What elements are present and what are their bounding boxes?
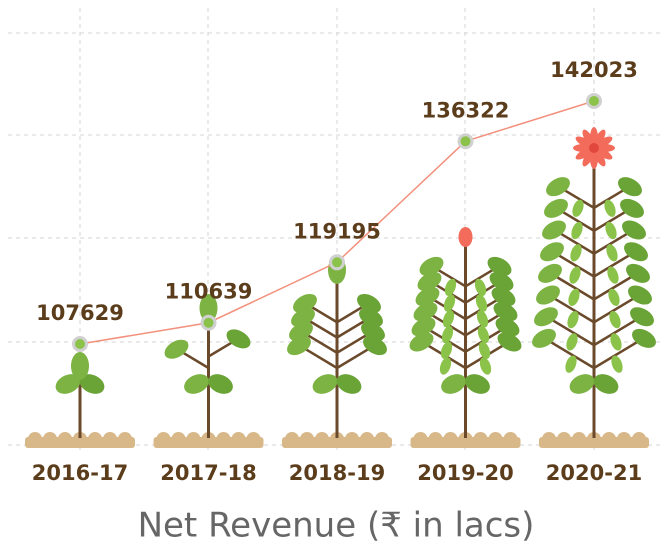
- ground: [285, 432, 299, 446]
- leaf: [615, 173, 646, 200]
- ground: [557, 432, 571, 446]
- ground: [172, 432, 186, 446]
- leaf: [623, 260, 654, 287]
- ground: [489, 432, 503, 446]
- x-tick-label: 2016-17: [32, 461, 128, 485]
- ground: [315, 432, 329, 446]
- marker: [202, 316, 215, 329]
- ground: [58, 432, 72, 446]
- leaf: [539, 217, 570, 244]
- leaf: [537, 238, 568, 265]
- value-label: 142023: [550, 58, 638, 82]
- ground: [429, 432, 443, 446]
- marker: [588, 95, 601, 108]
- marker: [331, 256, 344, 269]
- marker: [74, 338, 87, 351]
- bud: [459, 227, 473, 247]
- ground: [247, 432, 261, 446]
- chart: Net Revenue (₹ in lacs) 107629 2016-17 110…: [0, 0, 664, 552]
- branch: [209, 341, 235, 357]
- ground: [504, 432, 518, 446]
- ground: [602, 432, 616, 446]
- ground: [375, 432, 389, 446]
- ground: [88, 432, 102, 446]
- ground: [232, 432, 246, 446]
- x-tick-label: 2019-20: [417, 461, 513, 485]
- leaf: [223, 325, 254, 352]
- branch: [181, 351, 209, 368]
- leaf: [625, 282, 656, 309]
- leaf: [617, 195, 648, 222]
- chart-title: Net Revenue (₹ in lacs): [138, 506, 535, 546]
- leaf: [161, 336, 192, 363]
- leaf: [541, 195, 572, 222]
- x-tick-label: 2018-19: [289, 461, 385, 485]
- ground: [345, 432, 359, 446]
- leaf: [533, 282, 564, 309]
- x-tick-label: 2020-21: [546, 461, 642, 485]
- ground: [118, 432, 132, 446]
- ground: [632, 432, 646, 446]
- ground: [300, 432, 314, 446]
- x-tick-label: 2017-18: [160, 461, 256, 485]
- ground: [474, 432, 488, 446]
- ground: [572, 432, 586, 446]
- plants: [25, 127, 659, 448]
- flower-center: [589, 143, 599, 153]
- leaf: [535, 260, 566, 287]
- ground: [414, 432, 428, 446]
- leaf: [531, 303, 562, 330]
- leaf: [529, 325, 560, 352]
- ground: [617, 432, 631, 446]
- marker: [459, 135, 472, 148]
- leaf: [619, 217, 650, 244]
- leaf: [71, 352, 89, 380]
- ground: [187, 432, 201, 446]
- ground: [217, 432, 231, 446]
- value-label: 107629: [36, 301, 124, 325]
- leaf: [627, 303, 658, 330]
- value-label: 136322: [422, 98, 510, 122]
- value-label: 119195: [293, 219, 381, 243]
- ground: [444, 432, 458, 446]
- leaf: [629, 325, 660, 352]
- ground: [542, 432, 556, 446]
- leaf: [621, 238, 652, 265]
- ground: [43, 432, 57, 446]
- leaf: [543, 173, 574, 200]
- value-label: 110639: [165, 280, 253, 304]
- ground: [360, 432, 374, 446]
- ground: [157, 432, 171, 446]
- ground: [28, 432, 42, 446]
- ground: [103, 432, 117, 446]
